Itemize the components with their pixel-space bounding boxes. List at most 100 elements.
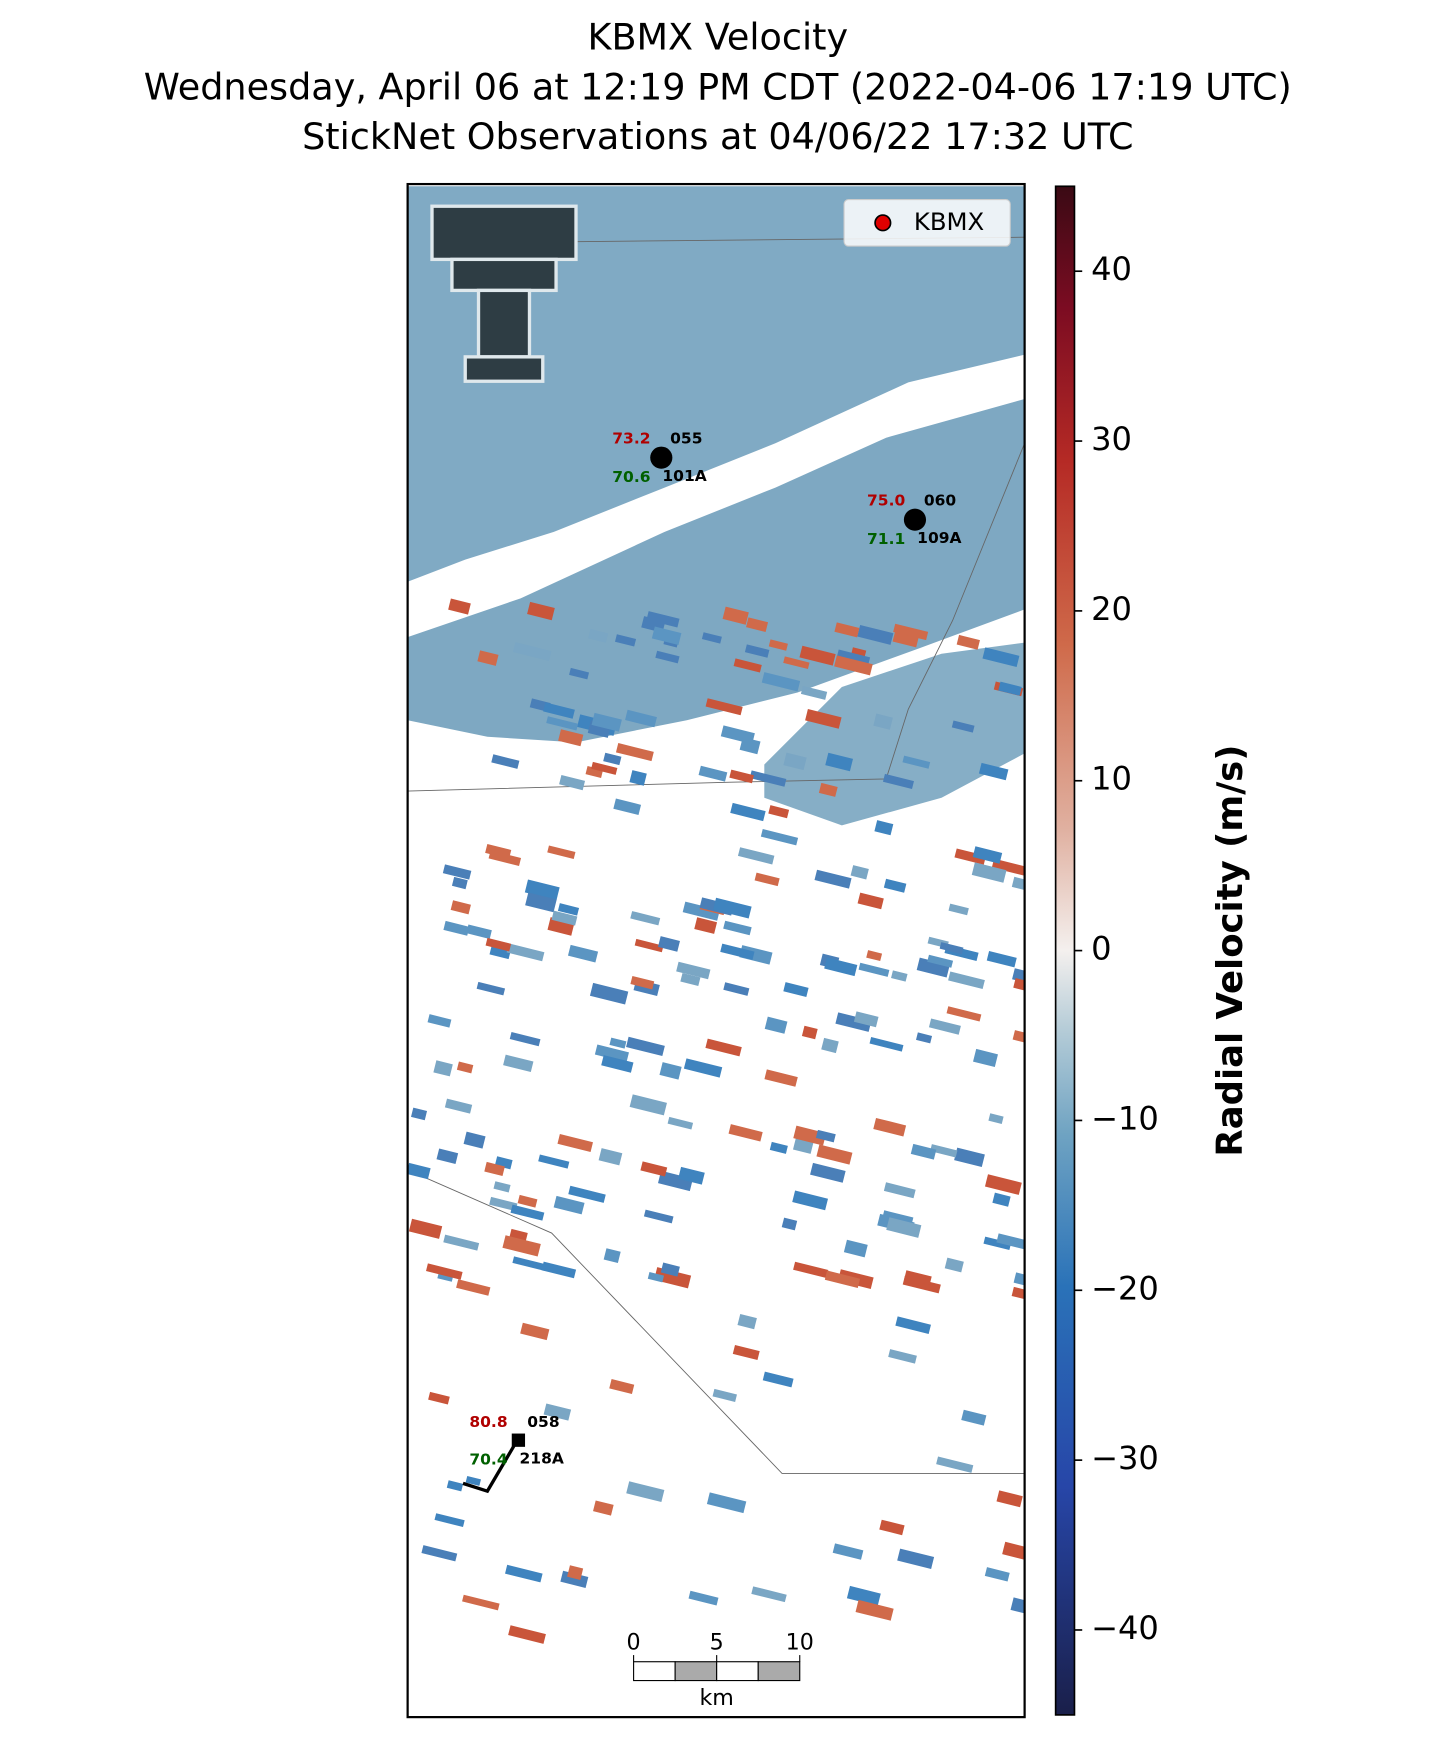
radar-gate (508, 1625, 546, 1644)
radar-gate (873, 713, 893, 730)
radar-gate (835, 1012, 872, 1032)
radar-gate (659, 1062, 682, 1080)
radar-gate (411, 1107, 428, 1121)
radar-gate (730, 802, 766, 822)
radar-gate (1011, 1286, 1025, 1303)
radar-gate (477, 650, 499, 666)
radar-gate (609, 1037, 627, 1049)
scale-segment (716, 1661, 759, 1682)
radar-gate (982, 647, 1020, 668)
temperature: 73.2 (612, 429, 650, 447)
radar-gate (873, 1117, 907, 1137)
radar-gate (601, 1055, 634, 1073)
radar-gate (476, 981, 506, 996)
radar-gate (446, 1480, 464, 1492)
radar-gate (502, 1235, 541, 1257)
radar-gate (737, 847, 775, 865)
radar-gate (781, 1217, 798, 1231)
radar-gate (512, 642, 552, 661)
radar-gate (1011, 876, 1025, 891)
colorbar-tick-label: 20 (1091, 590, 1132, 628)
colorbar-tick-label: 10 (1091, 760, 1132, 798)
scale-bar: 0 5 10 km (627, 1629, 814, 1710)
radar-gate (936, 1456, 974, 1473)
radar-gate (626, 1036, 665, 1057)
radar-gate (988, 1113, 1004, 1124)
radar-gate (484, 1161, 505, 1176)
station: 73.2 055 70.6 101A (612, 429, 706, 486)
radar-gate (783, 656, 810, 670)
radar-gate (954, 1147, 985, 1167)
radar-gate (527, 601, 555, 621)
wind-direction: 060 (924, 491, 957, 509)
radar-gate (603, 752, 622, 766)
legend-marker (874, 214, 892, 232)
dewpoint: 71.1 (867, 530, 905, 548)
radar-gate (503, 1054, 534, 1073)
radar-gate (815, 1129, 836, 1143)
wind-barb (462, 1439, 519, 1494)
radar-gate (553, 1195, 585, 1215)
radar-gate (443, 920, 470, 936)
radar-gate (660, 1262, 680, 1277)
wind-direction: 055 (670, 429, 702, 447)
radar-gate (713, 897, 752, 919)
radar-gate (701, 632, 722, 644)
radar-gate (683, 1058, 723, 1078)
radar-gate (996, 1490, 1023, 1508)
radar-gate (824, 957, 858, 977)
radar-gate (436, 1148, 459, 1164)
radar-gate (986, 951, 1017, 968)
radar-gate (615, 743, 654, 762)
radar-gate (799, 645, 836, 666)
radar-gate (723, 920, 752, 936)
radar-gate (643, 1209, 674, 1224)
radar-gate (720, 943, 755, 960)
radar-gate (444, 1098, 473, 1114)
radar-gate (954, 848, 986, 865)
radar-gate (426, 1263, 463, 1280)
radar-gate (927, 954, 954, 968)
radar-gate (442, 864, 472, 880)
radar-gate (651, 626, 682, 646)
radar-gate (818, 782, 838, 797)
radar-gate (676, 961, 711, 980)
station-id: 109A (917, 529, 961, 547)
radar-gate (491, 754, 520, 769)
radar-gate (559, 774, 586, 791)
radar-gate (961, 1409, 987, 1426)
radar-gate (816, 1144, 853, 1165)
radar-gate (557, 1133, 593, 1152)
radar-gate (509, 1031, 541, 1047)
colorbar-label: Radial Velocity (m/s) (1210, 745, 1251, 1157)
radar-gate (869, 1037, 904, 1052)
radar-gate (682, 901, 720, 921)
radar-gate (939, 942, 964, 955)
scale-segment (757, 1661, 801, 1682)
radar-gate (706, 1492, 747, 1514)
radar-gate (902, 755, 931, 769)
radar-gate (538, 1154, 570, 1169)
radar-gate (761, 672, 801, 692)
station-marker (650, 446, 673, 469)
radar-gate (737, 1313, 757, 1330)
radar-gate (451, 876, 468, 890)
radar-gate (591, 712, 622, 732)
radar-gate (629, 1094, 667, 1116)
radar-gate (543, 702, 575, 719)
radar-gate (951, 720, 975, 733)
scale-tick-label: 5 (710, 1629, 724, 1655)
scale-tick-label: 10 (786, 1629, 814, 1655)
radar-gate (658, 1170, 693, 1192)
radar-gate (688, 1590, 719, 1606)
radar-gate (629, 770, 647, 786)
radar-gate (594, 1044, 629, 1063)
radar-gate (825, 752, 853, 772)
radar-gate (407, 1162, 431, 1180)
radar-gate (698, 765, 728, 782)
radar-echo (407, 186, 1025, 582)
radar-gate (853, 1011, 879, 1028)
radar-gate (821, 1037, 839, 1054)
